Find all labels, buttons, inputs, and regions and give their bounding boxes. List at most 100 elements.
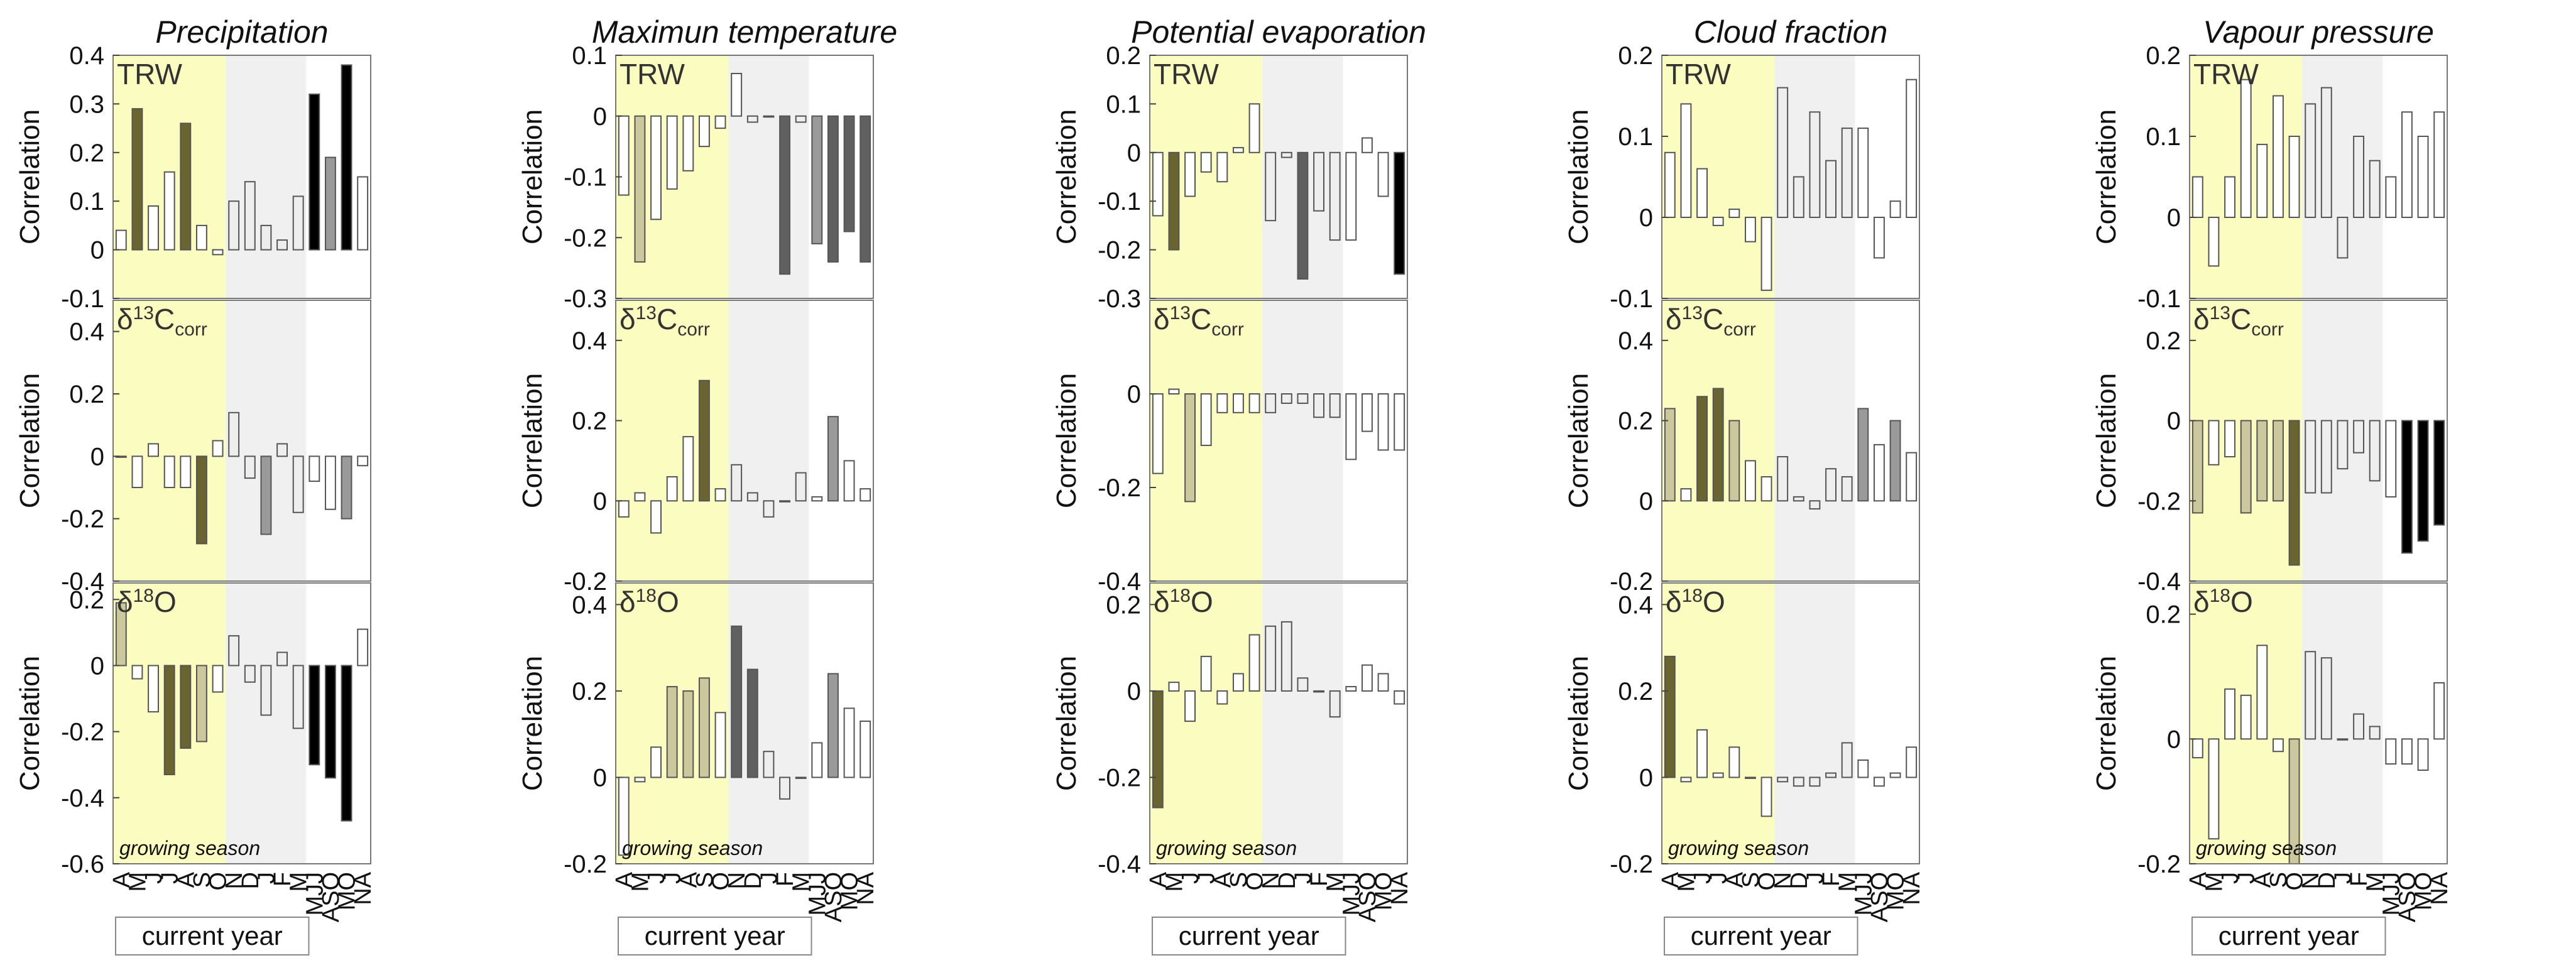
bar — [2240, 420, 2252, 514]
bar — [1168, 388, 1180, 395]
x-tick-label: M — [1323, 872, 1349, 892]
x-tick-label: J — [157, 872, 183, 884]
x-tick-label: A — [173, 871, 199, 888]
x-tick-label: MJJ — [302, 872, 328, 916]
y-tick-label: -0.1 — [564, 164, 607, 192]
bar — [650, 746, 662, 778]
y-tick-label: 0.2 — [69, 586, 104, 614]
y-tick-label: -0.6 — [61, 851, 104, 878]
bar — [714, 712, 726, 778]
bar — [1297, 151, 1309, 280]
x-tick-label: S — [189, 872, 216, 888]
x-tick-label: NA — [2426, 871, 2453, 905]
bar — [860, 115, 871, 263]
subplot-row-2: 0.2 0 -0.2 -0.4 Correlation δ18O — [1051, 582, 1408, 878]
bar — [746, 492, 758, 502]
y-tick-label: -0.1 — [1610, 285, 1653, 313]
bar — [1297, 677, 1309, 692]
x-tick-label: NA — [1387, 871, 1413, 905]
bar — [1345, 393, 1357, 460]
bar — [1696, 168, 1708, 219]
x-tick-label: M — [1161, 872, 1187, 892]
y-axis-label: Correlation — [1563, 373, 1594, 508]
y-tick-label: -0.2 — [1610, 568, 1653, 596]
bar — [843, 460, 855, 502]
y-tick-label: -0.2 — [1098, 764, 1141, 792]
current-year-box — [618, 917, 812, 956]
bar — [2385, 176, 2397, 218]
x-tick-label: MJJ — [1850, 872, 1877, 916]
panel-cloud-fraction: Cloud fraction0.20.10-0.1CorrelationTRW0… — [1563, 14, 1925, 956]
y-axis-label: Correlation — [1051, 656, 1082, 791]
bar — [212, 440, 224, 457]
bar — [2288, 136, 2300, 218]
bar — [180, 122, 192, 251]
axes-frame — [112, 55, 371, 299]
y-tick-label: 0.2 — [1106, 42, 1141, 70]
bar — [308, 455, 320, 482]
subplot-row-2: 0.4 0.2 0 -0.2 Correlation δ18O — [517, 582, 874, 878]
bar — [1664, 408, 1676, 502]
bar — [2320, 420, 2332, 494]
bar — [2208, 217, 2220, 267]
bar — [163, 665, 175, 776]
y-tick-label: 0.2 — [1618, 408, 1653, 435]
x-tick-label: J — [1177, 872, 1204, 884]
dormant-season-shade — [226, 55, 307, 298]
x-tick-label: S — [1738, 872, 1764, 888]
x-tick-label: O — [205, 872, 232, 891]
bar — [1664, 655, 1676, 778]
bar — [1361, 393, 1373, 432]
bar — [1345, 151, 1357, 241]
bar — [115, 229, 127, 251]
current-year-box — [2191, 917, 2386, 956]
y-tick-label: -0.1 — [61, 285, 104, 313]
axes-frame — [112, 300, 371, 582]
y-tick-label: -0.4 — [61, 568, 104, 596]
bar — [308, 93, 320, 251]
bar — [2240, 79, 2252, 218]
bar — [1793, 176, 1804, 218]
y-axis-label: Correlation — [2091, 373, 2122, 508]
bar — [827, 416, 839, 502]
x-tick-label: A — [1209, 871, 1236, 888]
bar — [811, 742, 823, 778]
bar — [1760, 476, 1772, 502]
proxy-label: TRW — [1666, 58, 1731, 90]
y-tick-label: 0 — [1127, 139, 1141, 167]
proxy-label: δ13Ccorr — [1154, 303, 1244, 340]
bar — [1809, 500, 1821, 510]
current-year-box — [1664, 917, 1858, 956]
bar — [1873, 776, 1885, 787]
y-tick-label: 0.1 — [1618, 123, 1653, 151]
subplot-row-2: 0.2 0 -0.2 Correlation δ18O — [2091, 582, 2448, 878]
bar — [860, 721, 871, 778]
bar — [714, 488, 726, 502]
bar — [1265, 625, 1277, 692]
bar — [131, 108, 143, 251]
y-tick-label: 0.4 — [1618, 591, 1653, 619]
bar — [2401, 738, 2413, 765]
x-tick-label: S — [692, 872, 718, 888]
x-tick-label: M — [1835, 872, 1861, 892]
bar — [1216, 690, 1228, 705]
axes-frame — [112, 582, 371, 864]
x-tick-label: M — [627, 872, 653, 892]
x-tick-label: O — [1754, 872, 1781, 891]
x-tick-label: J — [1194, 872, 1220, 884]
bar — [1297, 393, 1309, 404]
y-axis-label: Correlation — [14, 109, 45, 244]
bar — [1280, 151, 1292, 158]
bar — [1680, 488, 1692, 502]
subplot-row-1: 0.2 0 -0.2 -0.4 Correlation δ13Ccorr — [2091, 300, 2448, 596]
x-tick-label: NA — [853, 871, 879, 905]
bar — [827, 115, 839, 263]
x-tick-label: M — [2201, 872, 2227, 892]
growing-season-shade — [1662, 583, 1775, 864]
y-tick-label: 0.2 — [1618, 42, 1653, 70]
y-tick-label: -0.3 — [564, 285, 607, 313]
bar — [163, 171, 175, 251]
bar — [1216, 151, 1228, 183]
bar — [324, 665, 336, 779]
bar — [2320, 87, 2332, 218]
